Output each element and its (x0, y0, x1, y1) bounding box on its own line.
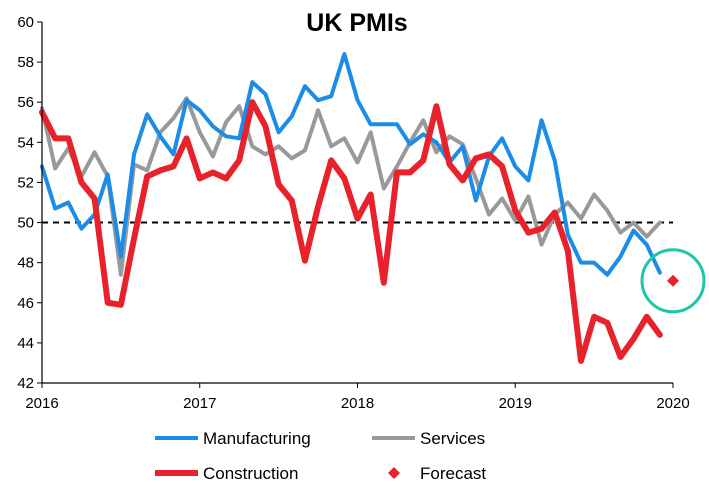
y-tick-label: 46 (17, 295, 34, 312)
chart-title: UK PMIs (306, 9, 407, 37)
y-tick-label: 58 (17, 54, 34, 71)
y-tick-label: 56 (17, 94, 34, 111)
series-line-manufacturing (40, 52, 662, 277)
x-tick-label: 2016 (25, 395, 58, 412)
forecast-highlight-circle (640, 248, 706, 314)
x-tick-label: 2018 (341, 395, 374, 412)
series-line-construction (39, 99, 663, 364)
legend-symbol-forecast (388, 467, 400, 479)
legend-label-forecast: Forecast (420, 464, 486, 483)
y-tick-label: 50 (17, 215, 34, 232)
axes-lines (41, 22, 673, 384)
y-tick-label: 52 (17, 174, 34, 191)
forecast-point (667, 274, 679, 287)
legend: Manufacturing Services Construction Fore… (155, 429, 486, 483)
y-tick-label: 44 (17, 335, 34, 352)
legend-label-construction: Construction (203, 464, 298, 483)
series-layer (39, 52, 679, 364)
y-tick-label: 54 (17, 134, 34, 151)
x-tick-label: 2020 (656, 395, 689, 412)
y-tick-label: 60 (17, 14, 34, 31)
x-axis: 2016 2017 2018 2019 2020 (25, 383, 690, 412)
legend-label-services: Services (420, 429, 485, 448)
x-tick-label: 2017 (183, 395, 216, 412)
x-tick-label: 2019 (499, 395, 532, 412)
y-tick-label: 42 (17, 375, 34, 392)
y-axis: 42 44 46 48 50 52 54 56 58 60 (17, 14, 42, 392)
legend-label-manufacturing: Manufacturing (203, 429, 311, 448)
y-tick-label: 48 (17, 255, 34, 272)
